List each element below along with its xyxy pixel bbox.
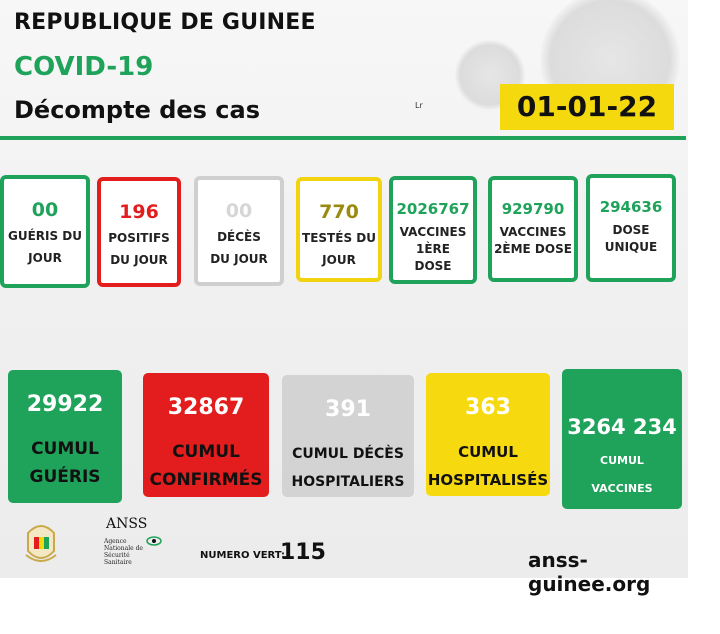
cumul-value: 363 <box>465 395 511 420</box>
divider-line <box>0 136 686 140</box>
cumul-label: CUMUL GUÉRIS <box>29 439 101 487</box>
cumul-value: 3264 234 <box>567 415 677 439</box>
daily-value: 294636 <box>599 198 663 216</box>
cumul-label: CUMUL CONFIRMÉS <box>149 442 263 490</box>
website-link[interactable]: anss-guinee.org <box>528 548 651 596</box>
daily-label: DÉCÈS DU JOUR <box>210 230 268 266</box>
daily-label: VACCINES 1ÈRE DOSE <box>399 225 467 273</box>
cumul-value: 32867 <box>167 395 245 420</box>
daily-card-recovered: 00 GUÉRIS DU JOUR <box>0 175 90 288</box>
cumul-value: 391 <box>325 397 371 422</box>
daily-label: TESTÉS DU JOUR <box>302 231 376 267</box>
daily-card-positive: 196 POSITIFS DU JOUR <box>97 177 181 287</box>
guinea-coat-of-arms-logo <box>25 525 57 562</box>
cumul-label: CUMUL VACCINES <box>591 454 653 495</box>
anss-logo-title: ANSS <box>106 516 148 532</box>
daily-card-single-dose: 294636 DOSE UNIQUE <box>586 174 676 282</box>
cumul-card-vaccines: 3264 234 CUMUL VACCINES <box>562 369 682 509</box>
date-badge: 01-01-22 <box>500 84 674 130</box>
cumul-card-recovered: 29922 CUMUL GUÉRIS <box>8 370 122 503</box>
daily-label: GUÉRIS DU JOUR <box>7 229 83 265</box>
page-subtitle: Décompte des cas <box>14 96 261 124</box>
cumul-label: CUMUL DÉCÈS HOSPITALIERS <box>291 446 405 490</box>
daily-label: POSITIFS DU JOUR <box>108 231 170 267</box>
covid-title: COVID-19 <box>14 52 154 82</box>
daily-label: VACCINES 2ÈME DOSE <box>494 225 572 256</box>
daily-value: 2026767 <box>396 200 470 218</box>
daily-value: 929790 <box>501 200 565 218</box>
small-mark: Lr <box>415 101 423 110</box>
hotline-label: NUMERO VERT: <box>200 550 286 561</box>
daily-value: 00 <box>31 199 59 221</box>
daily-card-vaccine-dose2: 929790 VACCINES 2ÈME DOSE <box>488 176 578 282</box>
daily-card-deaths: 00 DÉCÈS DU JOUR <box>194 176 284 286</box>
anss-logo: ANSS Agence Nationale de Sécurité Sanitaire <box>100 516 168 570</box>
daily-value: 196 <box>119 201 159 223</box>
eye-icon <box>146 536 162 546</box>
cumul-card-deaths: 391 CUMUL DÉCÈS HOSPITALIERS <box>282 375 414 497</box>
hotline-number: 115 <box>280 540 326 565</box>
daily-card-tested: 770 TESTÉS DU JOUR <box>296 177 382 282</box>
anss-logo-text: Agence Nationale de Sécurité Sanitaire <box>104 538 143 566</box>
country-title: REPUBLIQUE DE GUINEE <box>14 10 316 35</box>
cumul-value: 29922 <box>26 392 104 417</box>
infographic-card: REPUBLIQUE DE GUINEE COVID-19 Décompte d… <box>0 0 688 596</box>
daily-value: 00 <box>225 200 253 222</box>
cumul-label: CUMUL HOSPITALISÉS <box>427 443 549 489</box>
daily-label: DOSE UNIQUE <box>604 223 658 254</box>
daily-value: 770 <box>319 201 359 223</box>
daily-card-vaccine-dose1: 2026767 VACCINES 1ÈRE DOSE <box>389 176 477 284</box>
cumul-card-hospitalized: 363 CUMUL HOSPITALISÉS <box>426 373 550 496</box>
cumul-card-confirmed: 32867 CUMUL CONFIRMÉS <box>143 373 269 497</box>
